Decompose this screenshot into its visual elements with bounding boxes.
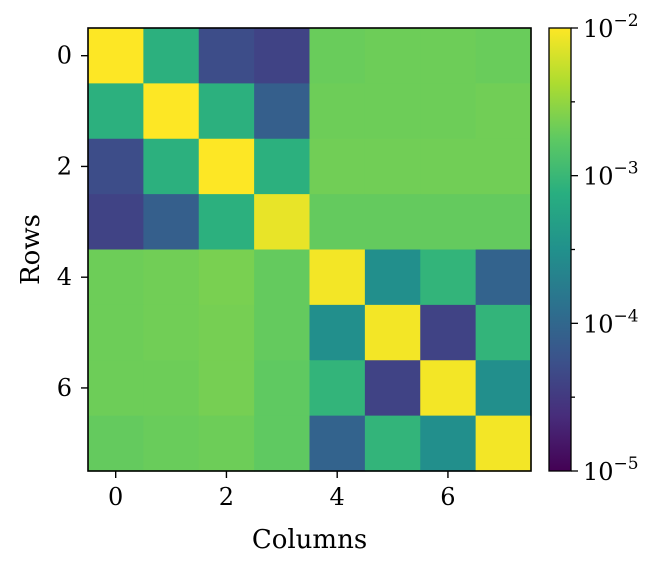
heatmap-cell <box>364 138 421 195</box>
heatmap-cell <box>420 28 477 84</box>
heatmap-cell <box>309 249 366 306</box>
y-tick-label: 0 <box>57 42 72 70</box>
x-axis-title: Columns <box>252 525 367 555</box>
heatmap-cell <box>364 304 421 361</box>
heatmap-cell <box>254 83 311 140</box>
heatmap-cell <box>143 194 200 251</box>
heatmap-cell <box>198 138 255 195</box>
heatmap-cell <box>364 194 421 251</box>
heatmap-cell <box>420 360 477 417</box>
y-axis-title: Rows <box>16 214 46 285</box>
heatmap-cell <box>88 415 144 472</box>
x-tick-label: 2 <box>219 483 234 511</box>
heatmap-cell <box>475 415 532 472</box>
heatmap-cell <box>309 83 366 140</box>
heatmap-cell <box>143 415 200 472</box>
x-tick-label: 0 <box>108 483 123 511</box>
colorbar-tick-label: 10−2 <box>583 11 639 43</box>
heatmap-cell <box>420 249 477 306</box>
colorbar-tick-label: 10−5 <box>583 454 639 486</box>
x-axis-ticks: 0 2 4 6 <box>108 471 456 511</box>
heatmap-cell <box>88 360 144 417</box>
heatmap-cell <box>143 28 200 84</box>
heatmap-cell <box>254 304 311 361</box>
colorbar <box>548 27 572 472</box>
heatmap-cell <box>254 249 311 306</box>
heatmap-cell <box>309 28 366 84</box>
heatmap-cell <box>88 249 144 306</box>
heatmap-cell <box>364 360 421 417</box>
heatmap-cell <box>143 304 200 361</box>
heatmap-cell <box>475 138 532 195</box>
heatmap-cell <box>475 194 532 251</box>
heatmap-cell <box>254 138 311 195</box>
heatmap-cell <box>420 83 477 140</box>
heatmap-cell <box>309 138 366 195</box>
heatmap-frame <box>87 27 532 472</box>
heatmap-cell <box>143 360 200 417</box>
heatmap-cell <box>198 415 255 472</box>
x-tick-label: 4 <box>330 483 345 511</box>
heatmap-cell <box>254 360 311 417</box>
heatmap-cells <box>88 28 532 472</box>
heatmap-cell <box>88 138 144 195</box>
colorbar-tick-label: 10−4 <box>583 306 639 338</box>
heatmap-cell <box>88 304 144 361</box>
heatmap-cell <box>309 304 366 361</box>
heatmap-cell <box>309 194 366 251</box>
heatmap-cell <box>88 83 144 140</box>
heatmap-cell <box>420 138 477 195</box>
heatmap-cell <box>198 194 255 251</box>
heatmap-cell <box>254 28 311 84</box>
heatmap-cell <box>198 83 255 140</box>
heatmap-cell <box>475 304 532 361</box>
heatmap-cell <box>364 249 421 306</box>
heatmap-cell <box>364 28 421 84</box>
x-tick-label: 6 <box>440 483 455 511</box>
heatmap-cell <box>475 83 532 140</box>
heatmap-cell <box>364 83 421 140</box>
heatmap-cell <box>309 360 366 417</box>
y-axis-ticks: 0 2 4 6 <box>57 42 88 402</box>
heatmap-cell <box>254 194 311 251</box>
heatmap-cell <box>254 415 311 472</box>
y-tick-label: 4 <box>57 263 72 291</box>
heatmap-cell <box>88 28 144 84</box>
heatmap-cell <box>198 249 255 306</box>
heatmap-cell <box>420 194 477 251</box>
heatmap-cell <box>475 360 532 417</box>
y-tick-label: 6 <box>57 374 72 402</box>
heatmap-cell <box>309 415 366 472</box>
heatmap-cell <box>143 138 200 195</box>
heatmap-cell <box>88 194 144 251</box>
colorbar-tick-label: 10−3 <box>583 159 639 191</box>
heatmap-cell <box>420 304 477 361</box>
heatmap-cell <box>198 304 255 361</box>
heatmap-cell <box>143 83 200 140</box>
heatmap-cell <box>364 415 421 472</box>
heatmap-cell <box>475 249 532 306</box>
heatmap-cell <box>420 415 477 472</box>
heatmap-cell <box>143 249 200 306</box>
y-tick-label: 2 <box>57 152 72 180</box>
heatmap-cell <box>475 28 532 84</box>
heatmap-cell <box>198 28 255 84</box>
heatmap-cell <box>198 360 255 417</box>
colorbar-ticks: 10−5 10−4 10−3 10−2 <box>571 11 639 486</box>
